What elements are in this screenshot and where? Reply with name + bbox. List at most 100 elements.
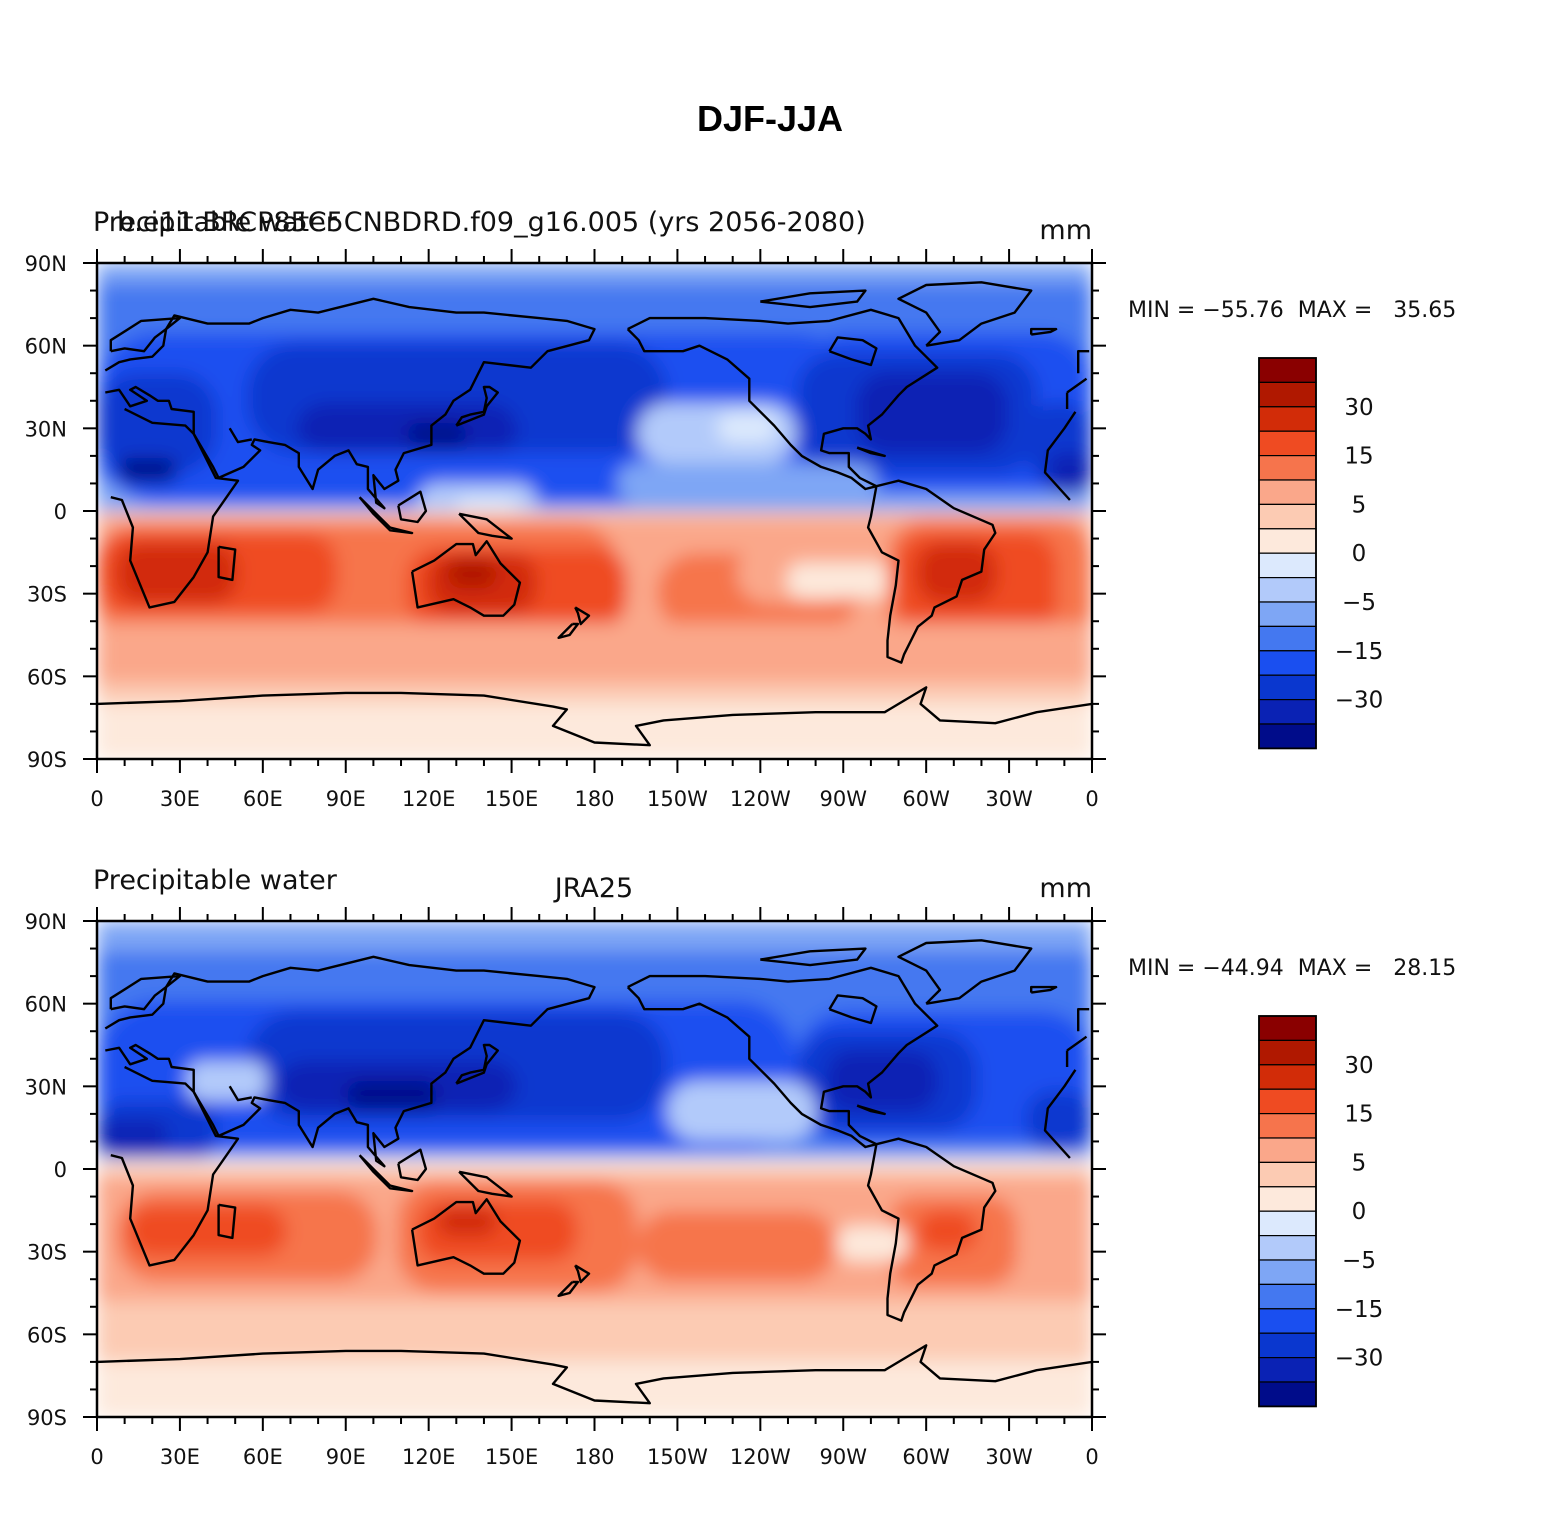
coastline xyxy=(1030,985,1058,994)
colorbar-swatch xyxy=(1258,1332,1317,1359)
x-tick-label: 30W xyxy=(985,787,1033,811)
x-tick-label: 120E xyxy=(402,1445,455,1469)
colorbar-swatch xyxy=(1258,577,1317,603)
coastline xyxy=(866,479,997,664)
x-tick-label: 120W xyxy=(730,1445,791,1469)
coastline xyxy=(574,606,591,626)
y-tick-label: 30N xyxy=(25,417,67,441)
panel-2-field xyxy=(97,921,1092,1417)
field-region xyxy=(837,1226,907,1261)
colorbar-label: 15 xyxy=(1344,1102,1373,1128)
coastline xyxy=(358,496,414,535)
colorbar-swatch xyxy=(1258,1381,1317,1407)
y-tick-label: 90S xyxy=(27,748,67,772)
panel-1-min-max: MIN = −55.76 MAX = 35.65 xyxy=(1128,298,1456,323)
coastline xyxy=(358,1154,414,1193)
coastline xyxy=(110,1065,1077,1267)
x-tick-label: 120E xyxy=(402,787,455,811)
y-tick-label: 90N xyxy=(25,910,67,934)
panel-1: Precipitable water b.e11.BRCP85C5CNBDRD.… xyxy=(25,207,1106,811)
colorbar-label: 15 xyxy=(1344,444,1373,470)
field-region xyxy=(667,1081,817,1141)
x-tick-label: 90W xyxy=(820,1445,868,1469)
field-region xyxy=(857,373,1007,453)
colorbar-swatch xyxy=(1258,454,1317,481)
panel-2-coastlines xyxy=(97,939,1092,1405)
x-tick-label: 30W xyxy=(985,1445,1033,1469)
coastline xyxy=(574,1264,591,1284)
colorbar-swatch xyxy=(1258,430,1317,457)
colorbar-label: −30 xyxy=(1335,1346,1384,1372)
colorbar-frame xyxy=(1258,1015,1317,1408)
colorbar-swatch xyxy=(1258,1357,1317,1383)
colorbar-swatch xyxy=(1258,601,1317,627)
coastline xyxy=(228,1085,253,1102)
field-region xyxy=(717,413,777,443)
panel-2-units-label: mm xyxy=(1039,873,1092,904)
y-tick-label: 90S xyxy=(27,1406,67,1430)
field-region xyxy=(1047,453,1092,493)
coastline xyxy=(557,1280,580,1297)
field-region xyxy=(117,543,237,603)
x-tick-label: 180 xyxy=(574,1445,614,1469)
panel-2-axis-ticks xyxy=(83,907,1106,1431)
field-region xyxy=(117,458,177,483)
x-tick-label: 60E xyxy=(243,1445,283,1469)
colorbar-swatch xyxy=(1258,1161,1317,1188)
colorbar-swatch xyxy=(1258,723,1317,749)
coastline xyxy=(228,427,253,444)
panel-2-left-label: Precipitable water xyxy=(93,865,338,896)
x-tick-label: 90E xyxy=(326,1445,366,1469)
panel-1-units-label: mm xyxy=(1039,215,1092,246)
coastline xyxy=(897,939,1033,1005)
field-region xyxy=(1027,1091,1092,1151)
y-tick-label: 60N xyxy=(25,993,67,1017)
y-tick-label: 30N xyxy=(25,1075,67,1099)
field-region xyxy=(97,703,1092,759)
colorbar-label: 5 xyxy=(1352,1150,1367,1176)
colorbar-swatch xyxy=(1258,1259,1317,1285)
panel-1-axis-ticks xyxy=(83,249,1106,773)
colorbar-frame xyxy=(1258,357,1317,750)
y-tick-label: 30S xyxy=(27,1241,67,1265)
panel-2-x-axis-labels: 0 30E 60E 90E 120E 150E 180 150W 120W 90W 60W 30W 0 xyxy=(90,1445,1098,1469)
coastline xyxy=(97,686,1092,747)
y-tick-label: 90N xyxy=(25,252,67,276)
panel-2-y-axis-labels: 90N 60N 30N 0 30S 60S 90S xyxy=(25,910,67,1430)
coastline xyxy=(828,336,878,367)
colorbar-label: −5 xyxy=(1342,1248,1376,1274)
field-region xyxy=(97,1361,1092,1417)
panel-2-colorbar: 30 15 5 0 −5 −15 −30 xyxy=(1258,1015,1384,1408)
figure-title: DJF-JJA xyxy=(697,98,843,139)
panel-2-center-label: JRA25 xyxy=(553,873,633,904)
colorbar-swatch xyxy=(1258,1137,1317,1163)
x-tick-label: 150E xyxy=(485,1445,538,1469)
colorbar-swatch xyxy=(1258,1283,1317,1310)
field-region xyxy=(617,463,877,503)
colorbar-swatch xyxy=(1258,406,1317,432)
coastline xyxy=(397,1148,428,1182)
colorbar-swatch xyxy=(1258,674,1317,701)
colorbar-swatch xyxy=(1258,1064,1317,1090)
x-tick-label: 90W xyxy=(820,787,868,811)
x-tick-label: 120W xyxy=(730,787,791,811)
colorbar-swatch xyxy=(1258,1186,1317,1212)
coastline xyxy=(110,407,1077,609)
y-tick-label: 60N xyxy=(25,335,67,359)
x-tick-label: 30E xyxy=(160,787,200,811)
panel-1-field xyxy=(97,263,1092,759)
field-region xyxy=(787,563,897,598)
colorbar-swatch xyxy=(1258,650,1317,676)
x-tick-label: 0 xyxy=(1085,1445,1098,1469)
colorbar-label: 0 xyxy=(1352,1199,1367,1225)
y-tick-label: 0 xyxy=(54,1158,67,1182)
field-region xyxy=(347,1081,437,1111)
colorbar-swatch xyxy=(1258,1210,1317,1237)
field-region xyxy=(447,558,497,588)
colorbar-swatch xyxy=(1258,1308,1317,1334)
colorbar-swatch xyxy=(1258,528,1317,554)
panel-2: Precipitable water JRA25 mm 0 30E 60E 90E 12… xyxy=(25,865,1106,1469)
colorbar-label: 30 xyxy=(1344,395,1373,421)
x-tick-label: 0 xyxy=(1085,787,1098,811)
colorbar-swatch xyxy=(1258,503,1317,530)
